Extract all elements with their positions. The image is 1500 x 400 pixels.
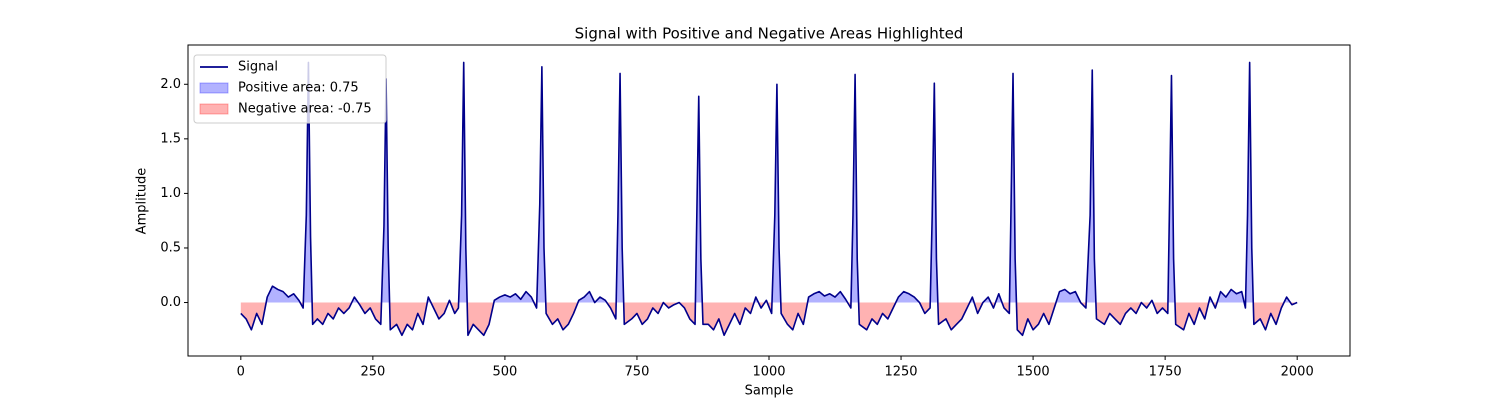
x-tick-label: 750 <box>625 365 650 380</box>
x-tick-label: 1500 <box>1017 365 1050 380</box>
x-tick-label: 1000 <box>752 365 785 380</box>
x-tick-label: 1250 <box>884 365 917 380</box>
x-tick-label: 500 <box>492 365 517 380</box>
y-axis-label: Amplitude <box>135 168 150 235</box>
legend-swatch <box>199 82 229 94</box>
y-tick-label: 0.0 <box>160 295 181 310</box>
x-tick-label: 250 <box>360 365 385 380</box>
signal-line <box>240 61 1298 337</box>
y-tick-label: 1.5 <box>160 131 181 146</box>
legend-label: Signal <box>238 60 278 75</box>
y-tick-label: 0.5 <box>160 240 181 255</box>
legend-label: Negative area: -0.75 <box>238 102 372 117</box>
x-tick-label: 0 <box>237 365 245 380</box>
x-tick-label: 1750 <box>1149 365 1182 380</box>
x-tick-label: 2000 <box>1281 365 1314 380</box>
negative-area <box>240 302 1298 336</box>
y-tick-label: 1.0 <box>160 186 181 201</box>
legend-label: Positive area: 0.75 <box>238 81 359 96</box>
legend: Signal Positive area: 0.75 Negative area: … <box>193 54 387 124</box>
legend-swatch <box>199 103 229 115</box>
chart-title: Signal with Positive and Negative Areas … <box>575 25 964 43</box>
legend-box <box>193 54 387 124</box>
y-tick-label: 2.0 <box>160 77 181 92</box>
positive-area <box>266 62 1291 303</box>
x-axis-label: Sample <box>745 384 794 399</box>
